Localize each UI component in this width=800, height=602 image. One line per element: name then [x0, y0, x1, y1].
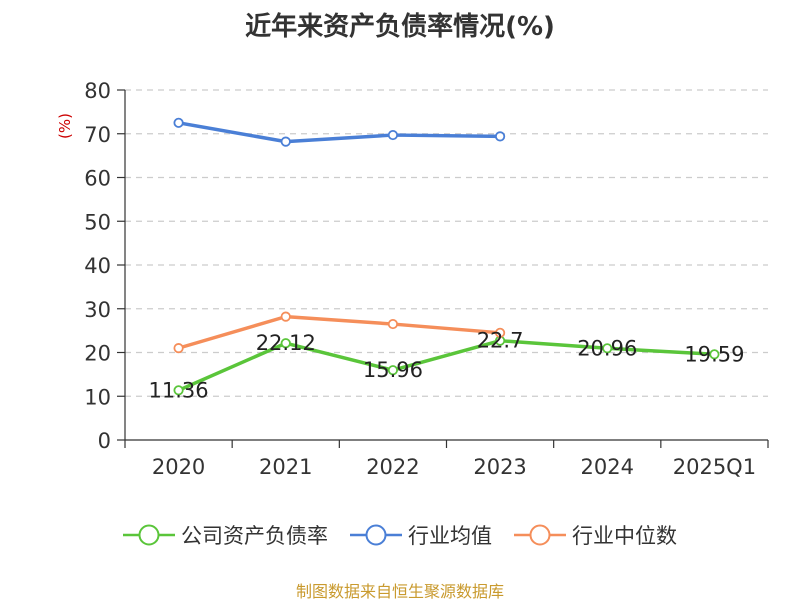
data-point [387, 129, 399, 141]
series-line [178, 314, 501, 350]
x-tick-label: 2025Q1 [673, 455, 756, 479]
axes: 0 10 20 30 40 50 60 70 80 2020 2021 2022 2023 2024 202… [56, 79, 769, 479]
x-tick-label: 2021 [259, 455, 312, 479]
legend-label: 行业均值 [408, 524, 492, 548]
series-0 [173, 335, 720, 396]
legend-item-2[interactable]: 行业中位数 [514, 520, 677, 550]
y-tick-label: 70 [84, 123, 111, 147]
data-label: 22.7 [477, 329, 524, 353]
series-line [177, 338, 715, 392]
data-point [173, 117, 184, 128]
legend-swatch [123, 524, 175, 546]
data-label: 11.36 [149, 378, 209, 402]
data-label: 15.96 [363, 358, 423, 382]
legend-swatch [514, 524, 566, 546]
series-1 [173, 117, 506, 147]
y-tick-label: 20 [84, 342, 111, 366]
data-labels: 11.36 22.12 15.96 22.7 20.96 19.59 [149, 329, 745, 403]
data-label: 19.59 [684, 342, 744, 366]
data-label: 22.12 [256, 331, 316, 355]
x-tick-label: 2023 [473, 455, 526, 479]
legend-swatch [350, 524, 402, 546]
data-point [387, 365, 399, 376]
x-tick-label: 2020 [152, 455, 205, 479]
legend-item-0[interactable]: 公司资产负债率 [123, 520, 328, 550]
legend-label: 行业中位数 [572, 524, 677, 548]
y-tick-label: 0 [98, 429, 111, 453]
data-point [280, 311, 291, 322]
data-point [173, 343, 184, 354]
x-tick-label: 2022 [366, 455, 419, 479]
x-tick-label: 2024 [581, 455, 634, 479]
data-point [494, 327, 506, 338]
data-label: 20.96 [577, 336, 637, 360]
series-2 [173, 311, 506, 354]
y-tick-label: 10 [84, 385, 111, 409]
y-axis-label: (%) [56, 113, 74, 139]
data-point [173, 385, 184, 396]
legend-label: 公司资产负债率 [181, 524, 328, 548]
chart-title: 近年来资产负债率情况(%) [245, 12, 555, 42]
y-tick-label: 60 [84, 167, 111, 191]
data-point [280, 136, 291, 147]
data-point [280, 338, 291, 349]
series-line [178, 121, 501, 144]
data-point [709, 349, 720, 360]
series-lines [173, 117, 720, 396]
y-tick-label: 40 [84, 254, 111, 278]
data-point [494, 131, 506, 142]
y-tick-label: 80 [84, 79, 111, 103]
data-point [602, 343, 613, 354]
source-note: 制图数据来自恒生聚源数据库 [295, 582, 504, 601]
legend-item-1[interactable]: 行业均值 [350, 520, 492, 550]
y-tick-label: 50 [84, 210, 111, 234]
data-point [387, 318, 399, 330]
y-tick-label: 30 [84, 298, 111, 322]
grid-lines [125, 89, 768, 397]
chart-legend: 公司资产负债率 行业均值 行业中位数 [0, 520, 800, 550]
